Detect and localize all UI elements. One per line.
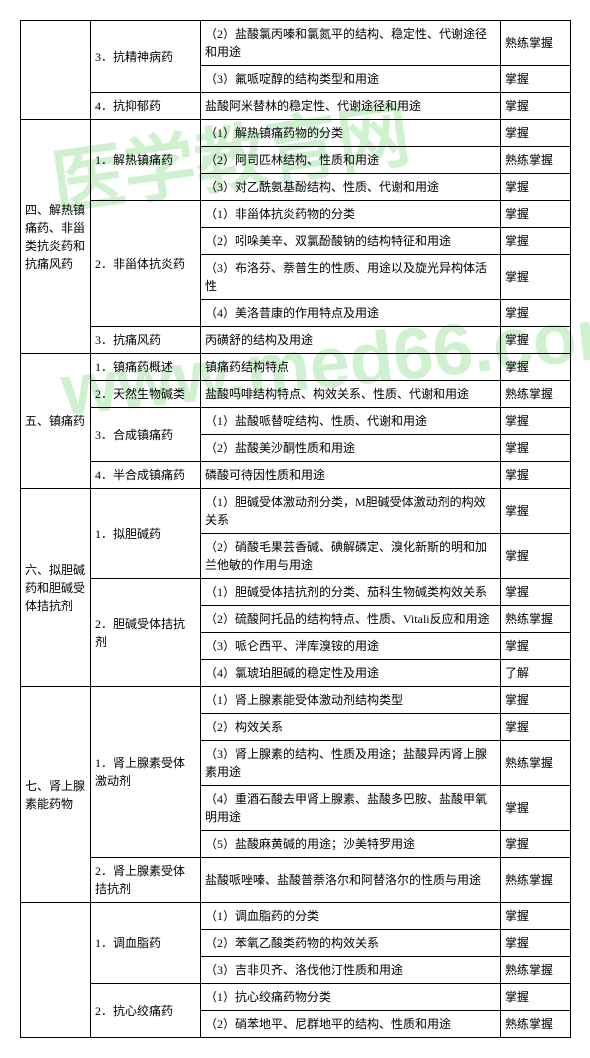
cell: （1）胆碱受体激动剂分类，M胆碱受体激动剂的构效关系 xyxy=(201,489,501,534)
level: 熟练掌握 xyxy=(501,741,571,786)
cell: （4）重酒石酸去甲肾上腺素、盐酸多巴胺、盐酸甲氧明用途 xyxy=(201,786,501,831)
level: 掌握 xyxy=(501,633,571,660)
level: 掌握 xyxy=(501,462,571,489)
sub-3-3: 3．抗精神病药 xyxy=(91,21,201,93)
cat-7: 七、肾上腺素能药物 xyxy=(21,687,91,903)
level: 掌握 xyxy=(501,489,571,534)
level: 掌握 xyxy=(501,984,571,1011)
level: 掌握 xyxy=(501,300,571,327)
curriculum-table: 3．抗精神病药 （2）盐酸氯丙嗪和氯氮平的结构、稳定性、代谢途径和用途 熟练掌握… xyxy=(20,20,571,1038)
sub-7-1: 1．肾上腺素受体激动剂 xyxy=(91,687,201,858)
cell: （5）盐酸麻黄碱的用途；沙美特罗用途 xyxy=(201,831,501,858)
level: 掌握 xyxy=(501,903,571,930)
cat-blank xyxy=(21,21,91,120)
level: 掌握 xyxy=(501,93,571,120)
cell: （2）阿司匹林结构、性质和用途 xyxy=(201,147,501,174)
cell: （2）硫酸阿托品的结构特点、性质、Vitali反应和用途 xyxy=(201,606,501,633)
cell: （2）苯氧乙酸类药物的构效关系 xyxy=(201,930,501,957)
level: 掌握 xyxy=(501,120,571,147)
cell: 盐酸哌唑嗪、盐酸普萘洛尔和阿替洛尔的性质与用途 xyxy=(201,858,501,903)
cell: 丙磺舒的结构及用途 xyxy=(201,327,501,354)
cell: （2）吲哚美辛、双氯酚酸钠的结构特征和用途 xyxy=(201,228,501,255)
level: 熟练掌握 xyxy=(501,1011,571,1038)
cell: （3）吉非贝齐、洛伐他汀性质和用途 xyxy=(201,957,501,984)
cell: （2）盐酸氯丙嗪和氯氮平的结构、稳定性、代谢途径和用途 xyxy=(201,21,501,66)
level: 掌握 xyxy=(501,786,571,831)
cell: （3）对乙酰氨基酚结构、性质、代谢和用途 xyxy=(201,174,501,201)
sub-4-1: 1．解热镇痛药 xyxy=(91,120,201,201)
sub-8-2: 2．抗心绞痛药 xyxy=(91,984,201,1038)
sub-4-2: 2．非甾体抗炎药 xyxy=(91,201,201,327)
cell: （4）氯琥珀胆碱的稳定性及用途 xyxy=(201,660,501,687)
cell: （2）盐酸美沙酮性质和用途 xyxy=(201,435,501,462)
cell: （1）抗心绞痛药物分类 xyxy=(201,984,501,1011)
sub-5-4: 4．半合成镇痛药 xyxy=(91,462,201,489)
cell: 镇痛药结构特点 xyxy=(201,354,501,381)
level: 了解 xyxy=(501,660,571,687)
sub-5-2: 2．天然生物碱类 xyxy=(91,381,201,408)
sub-6-1: 1．拟胆碱药 xyxy=(91,489,201,579)
sub-7-2: 2．肾上腺素受体拮抗剂 xyxy=(91,858,201,903)
cell: 盐酸吗啡结构特点、构效关系、性质、代谢和用途 xyxy=(201,381,501,408)
level: 熟练掌握 xyxy=(501,21,571,66)
sub-5-1: 1．镇痛药概述 xyxy=(91,354,201,381)
cell: （1）胆碱受体拮抗剂的分类、茄科生物碱类构效关系 xyxy=(201,579,501,606)
level: 掌握 xyxy=(501,831,571,858)
sub-8-1: 1．调血脂药 xyxy=(91,903,201,984)
level: 掌握 xyxy=(501,228,571,255)
cell: （3）哌仑西平、泮库溴铵的用途 xyxy=(201,633,501,660)
cell: （3）肾上腺素的结构、性质及用途；盐酸异丙肾上腺素用途 xyxy=(201,741,501,786)
sub-6-2: 2．胆碱受体拮抗剂 xyxy=(91,579,201,687)
cat-4: 四、解热镇痛药、非甾类抗炎药和抗痛风药 xyxy=(21,120,91,354)
cell: （2）构效关系 xyxy=(201,714,501,741)
level: 掌握 xyxy=(501,435,571,462)
cell: （1）盐酸哌替啶结构、性质、代谢和用途 xyxy=(201,408,501,435)
cat-5: 五、镇痛药 xyxy=(21,354,91,489)
level: 熟练掌握 xyxy=(501,957,571,984)
level: 熟练掌握 xyxy=(501,858,571,903)
level: 掌握 xyxy=(501,201,571,228)
cell: （4）美洛昔康的作用特点及用途 xyxy=(201,300,501,327)
cell: 盐酸阿米替林的稳定性、代谢途径和用途 xyxy=(201,93,501,120)
cell: 磷酸可待因性质和用途 xyxy=(201,462,501,489)
level: 掌握 xyxy=(501,255,571,300)
level: 掌握 xyxy=(501,174,571,201)
sub-5-3: 3．合成镇痛药 xyxy=(91,408,201,462)
level: 掌握 xyxy=(501,534,571,579)
level: 掌握 xyxy=(501,66,571,93)
level: 掌握 xyxy=(501,579,571,606)
sub-3-4: 4．抗抑郁药 xyxy=(91,93,201,120)
cell: （1）肾上腺素能受体激动剂结构类型 xyxy=(201,687,501,714)
level: 熟练掌握 xyxy=(501,606,571,633)
cell: （2）硝酸毛果芸香碱、碘解磷定、溴化新斯的明和加兰他敏的作用与用途 xyxy=(201,534,501,579)
level: 掌握 xyxy=(501,687,571,714)
cat-6: 六、拟胆碱药和胆碱受体拮抗剂 xyxy=(21,489,91,687)
level: 掌握 xyxy=(501,354,571,381)
cell: （3）布洛芬、萘普生的性质、用途以及旋光异构体活性 xyxy=(201,255,501,300)
cell: （1）解热镇痛药物的分类 xyxy=(201,120,501,147)
cell: （3）氟哌啶醇的结构类型和用途 xyxy=(201,66,501,93)
cat-8 xyxy=(21,903,91,1038)
level: 掌握 xyxy=(501,408,571,435)
sub-4-3: 3．抗痛风药 xyxy=(91,327,201,354)
cell: （2）硝苯地平、尼群地平的结构、性质和用途 xyxy=(201,1011,501,1038)
level: 掌握 xyxy=(501,714,571,741)
level: 掌握 xyxy=(501,930,571,957)
level: 掌握 xyxy=(501,327,571,354)
level: 熟练掌握 xyxy=(501,381,571,408)
cell: （1）非甾体抗炎药物的分类 xyxy=(201,201,501,228)
cell: （1）调血脂药的分类 xyxy=(201,903,501,930)
level: 熟练掌握 xyxy=(501,147,571,174)
